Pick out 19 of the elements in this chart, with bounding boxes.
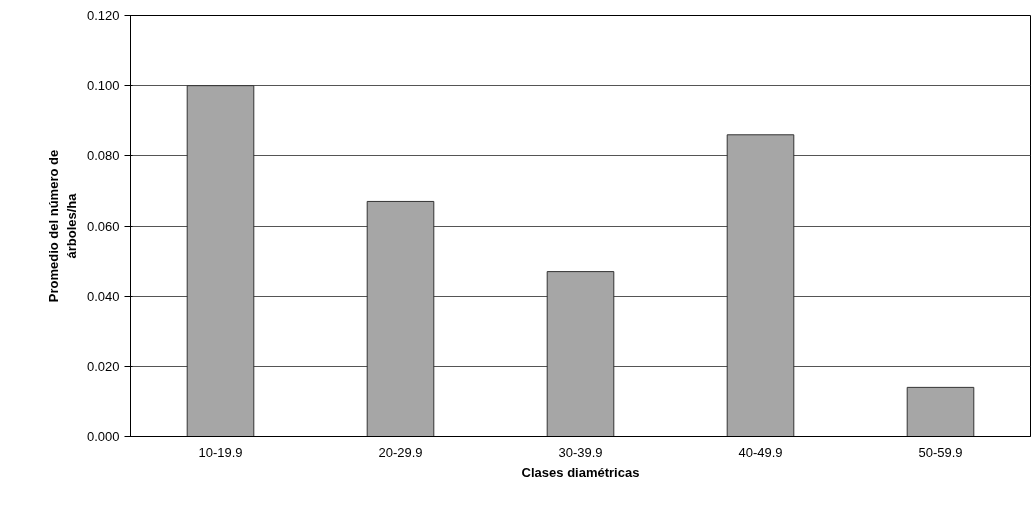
y-tick-label: 0.120	[86, 8, 120, 23]
y-tick-label: 0.000	[86, 429, 120, 444]
bar	[726, 134, 795, 437]
y-tick-label: 0.040	[86, 288, 120, 304]
y-tick-label: 0.100	[86, 78, 120, 94]
y-tick-label: 0.020	[86, 358, 120, 374]
x-tick-label: 10-19.9	[198, 444, 243, 460]
bar	[906, 386, 975, 437]
y-axis-title: Promedio del número de árboles/ha	[45, 149, 79, 303]
bar	[366, 200, 435, 437]
bar	[546, 271, 615, 437]
x-axis-title: Clases diamétricas	[521, 464, 640, 480]
bar	[186, 85, 255, 437]
y-tick-label: 0.080	[86, 148, 120, 164]
x-tick-label: 20-29.9	[378, 444, 423, 460]
y-tick-label: 0.060	[86, 218, 120, 234]
x-tick-label: 50-59.9	[918, 444, 963, 460]
x-tick-label: 40-49.9	[738, 444, 783, 460]
x-tick-label: 30-39.9	[558, 444, 603, 460]
